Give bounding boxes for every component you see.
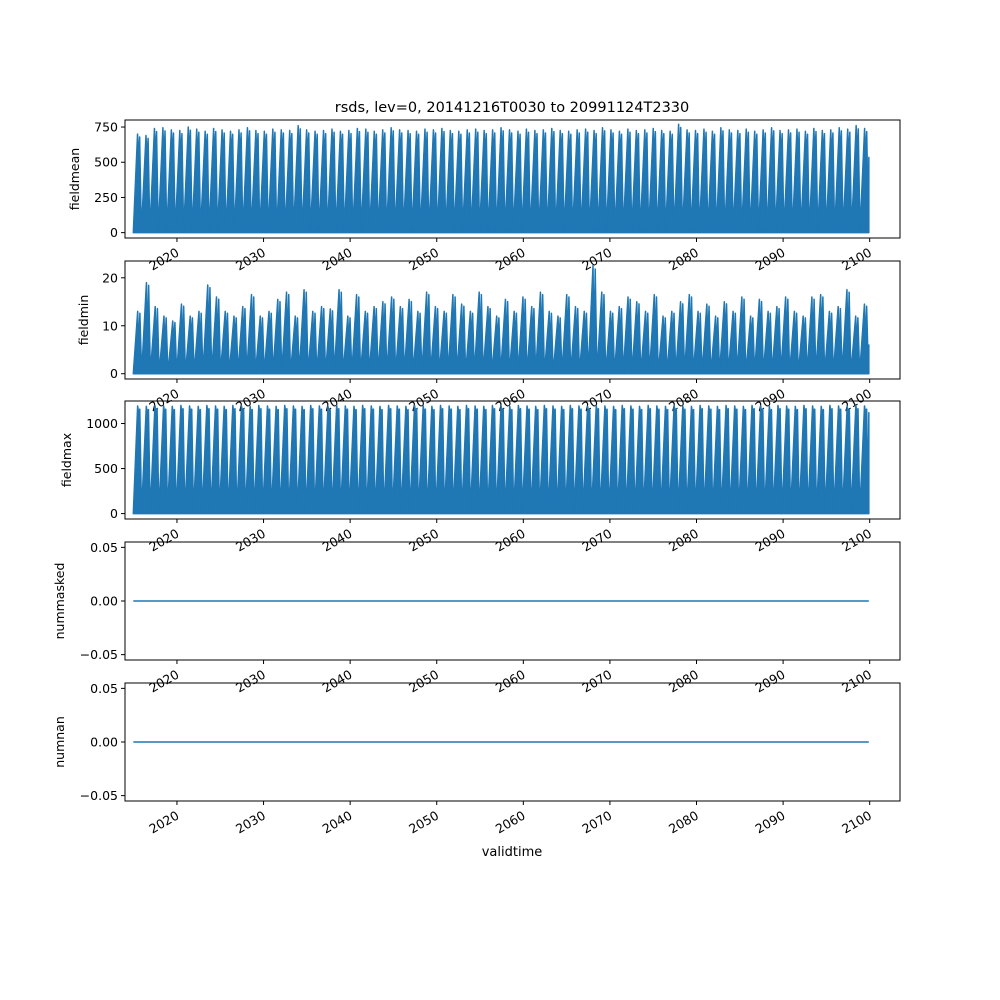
- y-tick-label-fieldmin: 0: [110, 366, 118, 381]
- y-tick-label-numnan: 0.05: [90, 681, 118, 696]
- y-label-fieldmin: fieldmin: [76, 295, 91, 346]
- x-axis-label: validtime: [482, 845, 543, 860]
- axes-frame-numnan: [124, 682, 901, 802]
- series-fieldmax: [132, 404, 870, 515]
- plot-area-fieldmean: [132, 123, 870, 234]
- y-tick-label-nummasked: 0.05: [90, 540, 118, 555]
- y-tick-label-fieldmin: 20: [102, 270, 118, 285]
- y-tick-label-fieldmax: 500: [94, 461, 118, 476]
- y-label-fieldmean: fieldmean: [67, 148, 82, 210]
- y-label-fieldmax: fieldmax: [59, 433, 74, 487]
- y-tick-label-nummasked: −0.05: [80, 647, 118, 662]
- axes-frame-fieldmean: [124, 119, 901, 239]
- y-tick-label-fieldmean: 250: [94, 190, 118, 205]
- series-fieldmean: [132, 123, 870, 234]
- axes-frame-fieldmin: [124, 260, 901, 380]
- y-label-nummasked: nummasked: [52, 563, 67, 640]
- y-tick-label-fieldmean: 0: [110, 225, 118, 240]
- y-tick-label-fieldmax: 0: [110, 506, 118, 521]
- y-tick-label-fieldmean: 750: [94, 120, 118, 135]
- y-label-numnan: numnan: [52, 716, 67, 768]
- y-tick-label-fieldmin: 10: [102, 318, 118, 333]
- axes-frame-fieldmax: [124, 400, 901, 520]
- axes-frame-nummasked: [124, 541, 901, 661]
- series-fieldmin: [132, 265, 870, 375]
- plot-area-fieldmin: [132, 265, 870, 375]
- y-tick-label-nummasked: 0.00: [90, 594, 118, 609]
- y-tick-label-numnan: −0.05: [80, 788, 118, 803]
- y-tick-label-numnan: 0.00: [90, 735, 118, 750]
- figure-title: rsds, lev=0, 20141216T0030 to 20991124T2…: [335, 100, 690, 116]
- plot-area-fieldmax: [132, 404, 870, 515]
- y-tick-label-fieldmax: 1000: [86, 416, 118, 431]
- y-tick-label-fieldmean: 500: [94, 155, 118, 170]
